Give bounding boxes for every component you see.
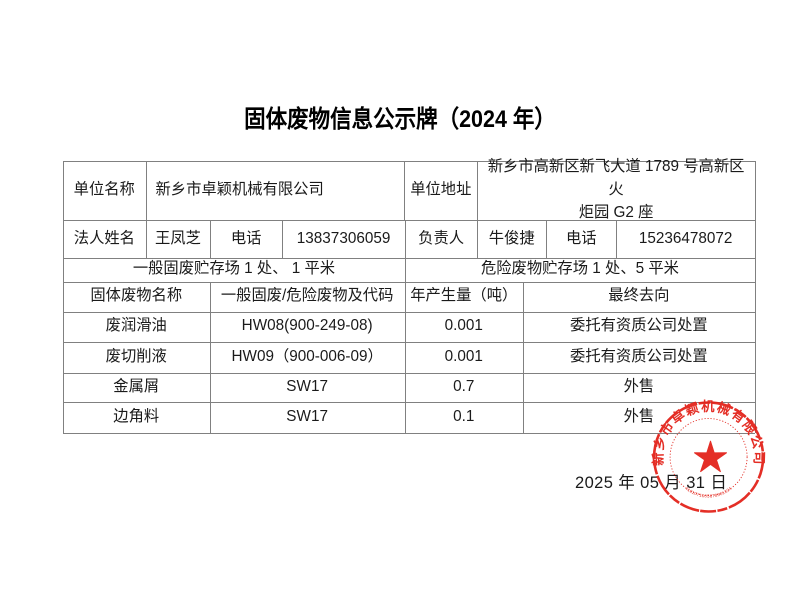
svg-text:4101071005678901234: 4101071005678901234 xyxy=(684,485,733,498)
